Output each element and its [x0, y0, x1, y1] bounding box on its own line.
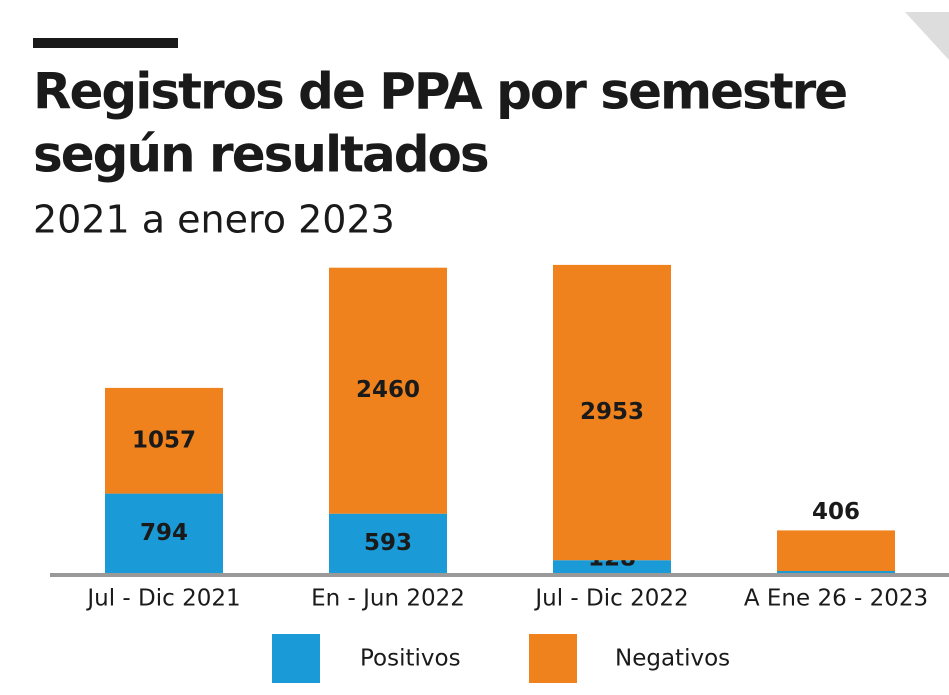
- x-tick-label: A Ene 26 - 2023: [744, 586, 928, 612]
- chart-title: Registros de PPA por semestre: [33, 63, 846, 121]
- x-tick-label: Jul - Dic 2022: [533, 586, 688, 612]
- bar-segment: [553, 264, 671, 561]
- x-tick-label: Jul - Dic 2021: [85, 586, 240, 612]
- legend-swatch: [272, 634, 320, 683]
- title-rule: [33, 38, 178, 48]
- bar-segment: [105, 493, 223, 573]
- chart-subtitle: 2021 a enero 2023: [33, 198, 395, 242]
- data-label: 794: [140, 520, 188, 546]
- legend-label: Negativos: [615, 646, 730, 672]
- bar-segment: [329, 513, 447, 573]
- bar-segment: [553, 560, 671, 573]
- x-axis: [50, 573, 949, 577]
- chart-title: según resultados: [33, 126, 488, 184]
- x-tick-label: En - Jun 2022: [311, 586, 465, 612]
- corner-decoration: [905, 12, 949, 60]
- bar-segment: [777, 571, 895, 573]
- bar-segment: [777, 530, 895, 571]
- data-label: 593: [364, 530, 412, 556]
- data-label: 1057: [132, 427, 196, 453]
- legend-label: Positivos: [360, 646, 461, 672]
- bar-segment: [329, 267, 447, 514]
- bar-segment: [105, 387, 223, 494]
- legend-swatch: [529, 634, 577, 683]
- data-label: 2953: [580, 399, 644, 425]
- data-label: 2460: [356, 377, 420, 403]
- data-label: 406: [812, 499, 860, 525]
